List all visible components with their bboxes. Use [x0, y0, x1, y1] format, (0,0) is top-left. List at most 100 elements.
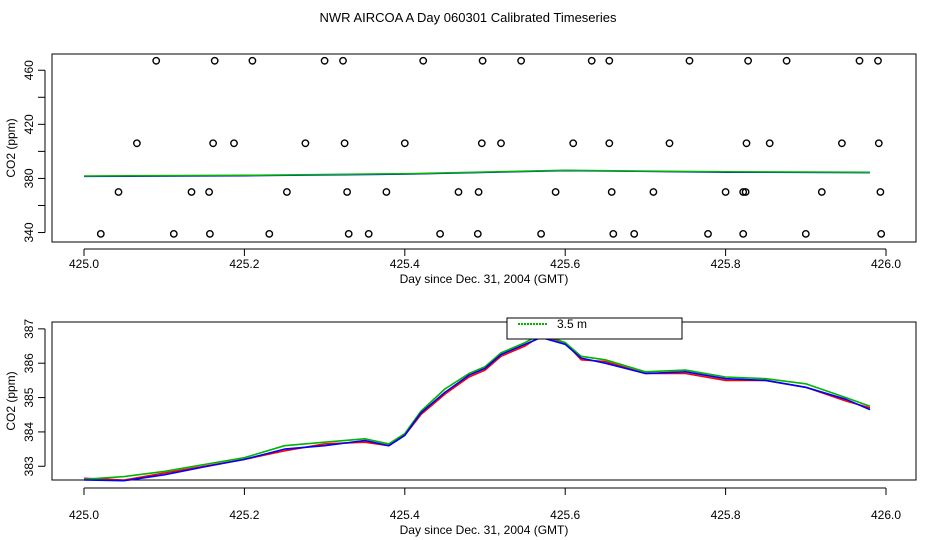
- x-tick-label: 426.0: [871, 508, 901, 522]
- data-point: [454, 188, 463, 196]
- data-point: [205, 188, 214, 196]
- data-point: [114, 188, 123, 196]
- data-point: [265, 229, 274, 238]
- panel-bottom-y-axis: 383 384 385 386 387: [22, 319, 46, 476]
- panel-bottom: 425.0 425.2 425.4 425.6 425.8 426.0 383 384 385…: [4, 317, 917, 537]
- x-tick-label: 425.8: [711, 257, 741, 271]
- data-point: [874, 139, 883, 148]
- data-point: [877, 229, 886, 238]
- data-point: [782, 56, 791, 65]
- panel-top-x-axis: 425.0 425.2 425.4 425.6 425.8 426.0: [69, 248, 901, 271]
- legend-box: [506, 317, 683, 340]
- data-point: [630, 229, 639, 238]
- data-point: [436, 229, 444, 238]
- x-tick-label: 425.6: [550, 508, 580, 522]
- data-point: [343, 188, 351, 196]
- data-point: [248, 56, 257, 65]
- data-point: [205, 229, 214, 238]
- y-tick-label: 386: [22, 353, 36, 373]
- data-point: [765, 139, 774, 148]
- data-point: [187, 188, 196, 196]
- data-point: [132, 139, 141, 148]
- data-point: [569, 139, 578, 148]
- data-point: [665, 139, 674, 148]
- series-line-blue: [83, 336, 871, 482]
- data-point: [339, 56, 347, 65]
- x-tick-label: 425.0: [69, 257, 99, 271]
- data-point: [838, 139, 846, 148]
- series-line-green: [83, 333, 871, 481]
- data-point: [301, 139, 310, 148]
- x-tick-label: 425.4: [390, 508, 420, 522]
- data-point: [209, 139, 218, 148]
- panel-bottom-y-label: CO2 (ppm): [4, 371, 18, 430]
- data-point: [817, 188, 826, 196]
- data-point: [344, 229, 353, 238]
- data-point: [744, 56, 752, 65]
- data-point: [855, 56, 864, 65]
- x-tick-label: 425.2: [229, 257, 259, 271]
- panel-top: 425.0 425.2 425.4 425.6 425.8 426.0 340 380 420…: [4, 53, 917, 286]
- y-tick-label: 340: [22, 222, 36, 242]
- panel-top-y-axis: 340 380 420 460: [22, 60, 46, 243]
- data-point: [474, 188, 483, 196]
- y-tick-label: 385: [22, 387, 36, 407]
- trend-line-green: [83, 169, 871, 177]
- data-point: [607, 188, 616, 196]
- data-point: [605, 139, 614, 148]
- y-tick-label: 460: [22, 60, 36, 80]
- panel-bottom-x-label: Day since Dec. 31, 2004 (GMT): [400, 523, 569, 537]
- y-tick-label: 384: [22, 422, 36, 442]
- y-tick-label: 380: [22, 168, 36, 188]
- data-point: [210, 56, 219, 65]
- panel-bottom-frame: [51, 321, 917, 481]
- x-tick-label: 425.8: [711, 508, 741, 522]
- data-point: [551, 188, 560, 196]
- data-point: [230, 139, 238, 148]
- data-point: [364, 229, 373, 238]
- data-point: [419, 56, 428, 65]
- x-tick-label: 425.4: [390, 257, 420, 271]
- data-point: [587, 56, 596, 65]
- series-line-red: [83, 334, 871, 481]
- x-tick-label: 425.2: [229, 508, 259, 522]
- data-point: [537, 229, 545, 238]
- data-point: [282, 188, 291, 196]
- data-point: [517, 56, 525, 65]
- data-point: [741, 188, 750, 196]
- data-point: [876, 188, 885, 196]
- panel-bottom-marks: [83, 333, 871, 482]
- data-point: [382, 188, 391, 196]
- y-tick-label: 383: [22, 456, 36, 476]
- figure-title: NWR AIRCOA A Day 060301 Calibrated Times…: [320, 10, 617, 25]
- data-point: [704, 229, 712, 238]
- x-tick-label: 425.6: [550, 257, 580, 271]
- x-tick-label: 426.0: [871, 257, 901, 271]
- data-point: [649, 188, 658, 196]
- data-point: [742, 139, 751, 148]
- y-tick-label: 387: [22, 319, 36, 339]
- data-point: [497, 139, 505, 148]
- data-point: [874, 56, 882, 65]
- data-point: [320, 56, 329, 65]
- data-point: [96, 229, 105, 238]
- data-point: [340, 139, 349, 148]
- legend-entry: 3.5 m: [557, 317, 587, 331]
- data-point: [473, 229, 482, 238]
- data-point: [739, 229, 748, 238]
- x-tick-label: 425.0: [69, 508, 99, 522]
- data-point: [801, 229, 810, 238]
- panel-top-y-label: CO2 (ppm): [4, 118, 18, 177]
- legend: 3.5 m: [506, 317, 683, 340]
- panel-top-frame: [51, 53, 917, 243]
- data-point: [169, 229, 178, 238]
- panel-top-marks: [83, 56, 886, 238]
- data-point: [721, 188, 730, 196]
- data-point: [478, 56, 487, 65]
- data-point: [400, 139, 409, 148]
- data-point: [152, 56, 161, 65]
- panel-top-x-label: Day since Dec. 31, 2004 (GMT): [400, 272, 569, 286]
- data-point: [477, 139, 486, 148]
- data-point: [605, 56, 614, 65]
